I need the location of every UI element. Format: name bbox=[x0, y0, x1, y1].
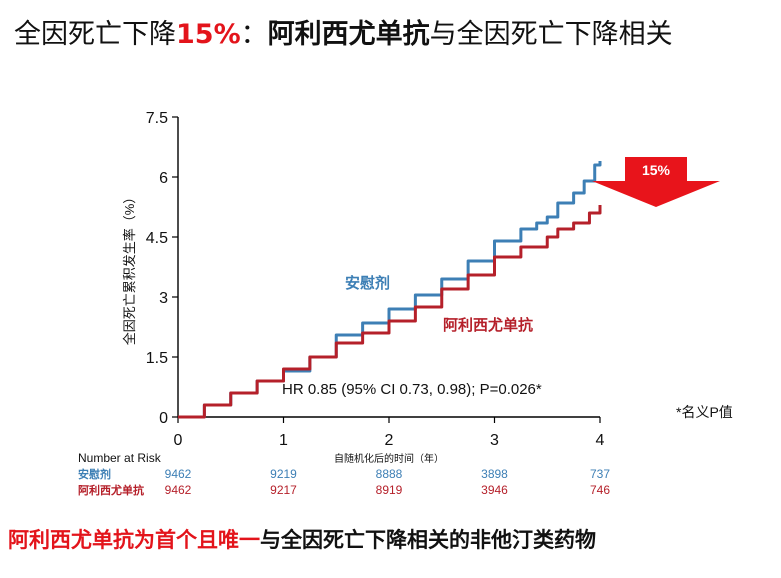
footer-highlight: 阿利西尤单抗为首个且唯一 bbox=[8, 528, 260, 552]
alirocumab-line bbox=[178, 205, 602, 419]
y-tick-label: 6 bbox=[159, 170, 168, 187]
series-label-alirocumab: 阿利西尤单抗 bbox=[443, 316, 533, 334]
footnote: *名义P值 bbox=[676, 404, 733, 420]
title-part-3: 与全因死亡下降相关 bbox=[429, 19, 673, 50]
risk-value: 737 bbox=[590, 467, 610, 481]
page-title: 全因死亡下降15%：阿利西尤单抗与全因死亡下降相关 bbox=[14, 12, 673, 51]
risk-value: 3946 bbox=[481, 483, 508, 497]
risk-table: 安慰剂 9462 9219 8888 3898 737 阿利西尤单抗 9462 9217 8919… bbox=[78, 467, 610, 497]
footer-conclusion: 阿利西尤单抗为首个且唯一与全因死亡下降相关的非他汀类药物 bbox=[8, 524, 596, 554]
risk-row-label: 安慰剂 bbox=[78, 467, 111, 481]
y-tick-label: 7.5 bbox=[146, 110, 168, 127]
risk-value: 9462 bbox=[165, 467, 192, 481]
title-part-1: 全因死亡下降 bbox=[14, 19, 176, 50]
reduction-arrow-label: 15% bbox=[642, 162, 671, 178]
x-axis-label: 自随机化后的时间（年） bbox=[334, 452, 444, 465]
risk-value: 9219 bbox=[270, 467, 297, 481]
x-tick-label: 2 bbox=[385, 432, 394, 449]
hr-annotation: HR 0.85 (95% CI 0.73, 0.98); P=0.026* bbox=[282, 381, 542, 398]
x-tick-label: 4 bbox=[596, 432, 605, 449]
risk-value: 8919 bbox=[376, 483, 403, 497]
x-tick-label: 0 bbox=[174, 432, 183, 449]
risk-table-title: Number at Risk bbox=[78, 451, 162, 465]
reduction-arrow bbox=[592, 157, 720, 207]
risk-value: 9462 bbox=[165, 483, 192, 497]
axis-ticks: 0 1.5 3 4.5 6 7.5 0 1 2 3 4 bbox=[146, 110, 605, 449]
x-tick-label: 3 bbox=[490, 432, 499, 449]
risk-value: 9217 bbox=[270, 483, 297, 497]
title-drug-name: 阿利西尤单抗 bbox=[267, 19, 430, 50]
y-tick-label: 0 bbox=[159, 410, 168, 427]
risk-value: 8888 bbox=[376, 467, 403, 481]
x-tick-label: 1 bbox=[279, 432, 288, 449]
risk-value: 3898 bbox=[481, 467, 508, 481]
risk-row-label: 阿利西尤单抗 bbox=[78, 483, 144, 497]
y-tick-label: 4.5 bbox=[146, 230, 168, 247]
risk-value: 746 bbox=[590, 483, 610, 497]
footer-rest: 与全因死亡下降相关的非他汀类药物 bbox=[260, 528, 596, 552]
title-colon: ： bbox=[240, 19, 268, 50]
y-tick-label: 1.5 bbox=[146, 350, 168, 367]
y-tick-label: 3 bbox=[159, 290, 168, 307]
series-layer bbox=[178, 161, 602, 419]
title-percent: 15% bbox=[176, 19, 241, 50]
y-axis-label: 全因死亡累积发生率（%） bbox=[122, 191, 137, 346]
series-label-placebo: 安慰剂 bbox=[345, 274, 390, 292]
